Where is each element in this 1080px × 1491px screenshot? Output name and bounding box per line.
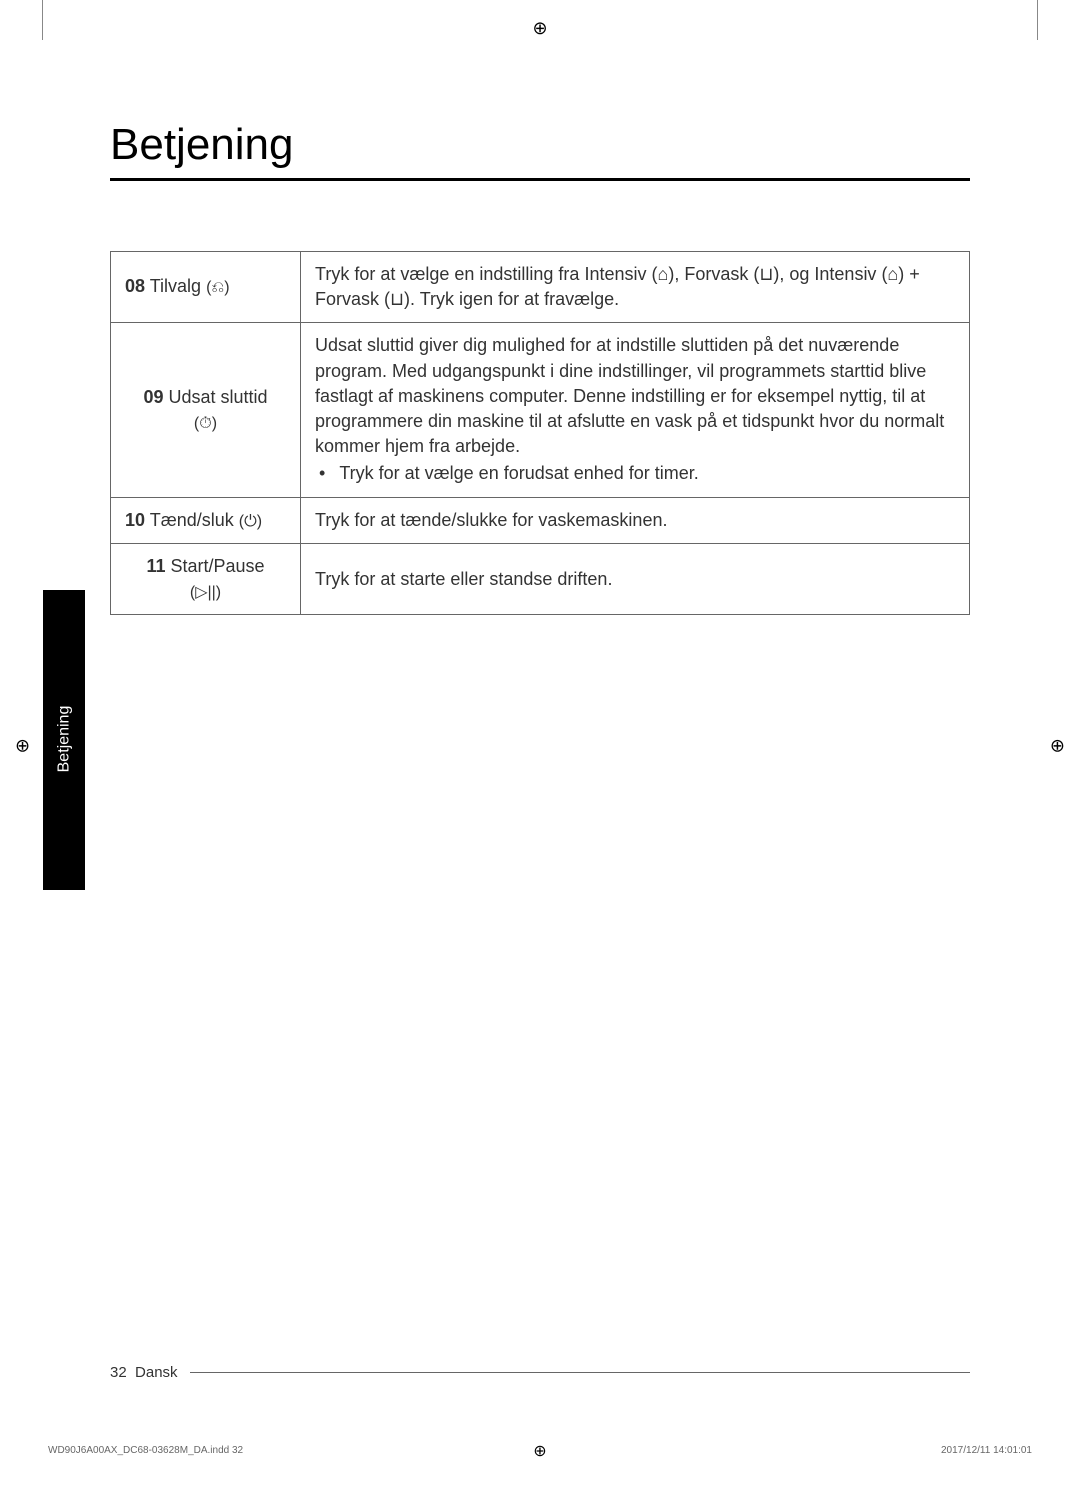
row-description: Tryk for at tænde/slukke for vaskemaskin… (301, 497, 970, 543)
registration-mark-bottom: ⊕ (533, 1441, 546, 1461)
row-number: 10 (125, 510, 145, 530)
row-name: Udsat sluttid (169, 387, 268, 407)
delay-end-icon: (⏱) (194, 413, 217, 435)
bullet-item: • Tryk for at vælge en forudsat enhed fo… (315, 461, 955, 486)
bullet-text: Tryk for at vælge en forudsat enhed for … (339, 461, 699, 486)
registration-mark-right: ⊕ (1050, 735, 1065, 756)
print-timestamp: 2017/12/11 14:01:01 (941, 1445, 1032, 1456)
row-number: 11 (146, 556, 165, 576)
print-filename: WD90J6A00AX_DC68-03628M_DA.indd 32 (48, 1445, 243, 1456)
footer-rule (190, 1372, 970, 1373)
page-title: Betjening (110, 120, 970, 170)
registration-mark-left: ⊕ (15, 735, 30, 756)
table-row: 10 Tænd/sluk (⏻) Tryk for at tænde/slukk… (111, 497, 970, 543)
row-description: Tryk for at starte eller standse driften… (301, 543, 970, 615)
row-description: Udsat sluttid giver dig mulighed for at … (301, 323, 970, 497)
row-name: Tilvalg (150, 276, 201, 296)
row-label: 09 Udsat sluttid (⏱) (111, 323, 301, 497)
row-name: Start/Pause (170, 556, 264, 576)
section-tab-label: Betjening (55, 706, 73, 773)
page-content: Betjening 08 Tilvalg (⎌) Tryk for at væl… (110, 70, 970, 1421)
table-row: 11 Start/Pause (▷||) Tryk for at starte … (111, 543, 970, 615)
crop-line (42, 0, 43, 40)
title-underline (110, 178, 970, 181)
page-number: 32 Dansk (110, 1364, 178, 1381)
row-label: 11 Start/Pause (▷||) (111, 543, 301, 615)
row-label: 10 Tænd/sluk (⏻) (111, 497, 301, 543)
row-number: 09 (143, 387, 163, 407)
table-row: 08 Tilvalg (⎌) Tryk for at vælge en inds… (111, 252, 970, 323)
row-name: Tænd/sluk (150, 510, 234, 530)
options-icon: (⎌) (206, 277, 229, 299)
registration-mark-top: ⊕ (532, 18, 547, 39)
page-footer: 32 Dansk (110, 1364, 970, 1381)
start-pause-icon: (▷||) (190, 582, 221, 604)
row-description: Tryk for at vælge en indstilling fra Int… (301, 252, 970, 323)
table-row: 09 Udsat sluttid (⏱) Udsat sluttid giver… (111, 323, 970, 497)
row-number: 08 (125, 276, 145, 296)
controls-table: 08 Tilvalg (⎌) Tryk for at vælge en inds… (110, 251, 970, 615)
description-text: Udsat sluttid giver dig mulighed for at … (315, 333, 955, 459)
row-label: 08 Tilvalg (⎌) (111, 252, 301, 323)
power-icon: (⏻) (239, 511, 262, 533)
crop-line (1037, 0, 1038, 40)
section-tab: Betjening (43, 590, 85, 890)
bullet-marker: • (319, 461, 325, 486)
